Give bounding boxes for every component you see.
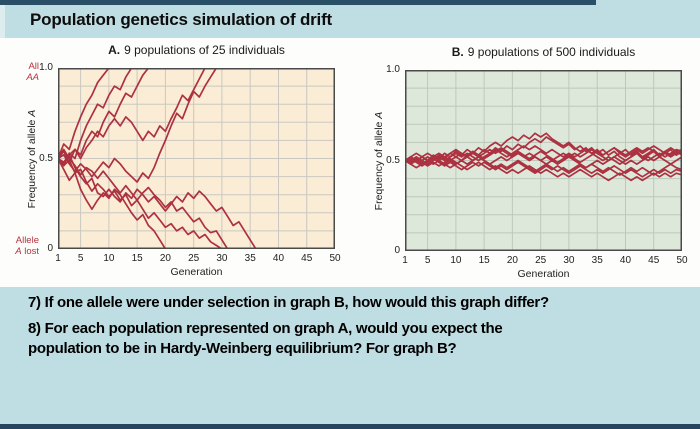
x-tick-label: 5 [424,255,431,266]
annotation-aa: AA [26,72,39,83]
x-tick-label: 40 [619,255,632,266]
y-tick-label: 0 [47,243,53,254]
annotation-lost: lost [21,246,39,257]
left-edge-highlight [0,5,5,38]
x-tick-label: 20 [506,255,518,266]
chart-a-x-axis-label: Generation [170,266,223,278]
x-tick-label: 15 [478,255,490,266]
annotation-allele: Allele [15,235,39,246]
y-tick-label: 1.0 [386,64,400,75]
figure-panel: A. 9 populations of 25 individuals Freque… [0,38,700,287]
chart-a-title: A. 9 populations of 25 individuals [38,43,355,57]
chart-b-y-axis-label: Frequency of allele A [373,111,385,210]
y-axis-label-allele: A [26,109,38,117]
x-tick-label: 45 [301,253,313,264]
chart-b-title: B. 9 populations of 500 individuals [385,45,700,59]
x-tick-label: 10 [450,255,462,266]
y-tick-label: 0.5 [39,152,53,164]
chart-a-y-axis-label: Frequency of allele A [26,109,38,208]
y-axis-label-allele: A [373,111,385,119]
annotation-allele-lost: Allele A lost [15,235,39,257]
chart-canvas [404,70,683,251]
header-band: Population genetics simulation of drift [0,0,700,38]
annotation-all-aa: All AA [26,61,39,83]
x-tick-label: 50 [329,253,341,264]
chart-b-title-text: 9 populations of 500 individuals [467,45,636,59]
x-tick-label: 15 [131,253,143,264]
x-tick-label: 25 [535,255,547,266]
x-tick-label: 1 [402,255,408,266]
x-tick-label: 20 [159,253,171,264]
annotation-a: A [15,246,22,257]
question-8-line-1: 8) For each population represented on gr… [28,320,503,337]
x-tick-label: 1 [55,253,61,264]
chart-a: A. 9 populations of 25 individuals Freque… [15,43,340,278]
x-tick-label: 30 [216,253,228,264]
x-tick-label: 30 [563,255,575,266]
question-8-line-2: population to be in Hardy-Weinberg equil… [28,340,457,357]
x-tick-label: 45 [648,255,660,266]
x-tick-label: 25 [188,253,200,264]
question-7: 7) If one allele were under selection in… [28,294,549,311]
top-border-strip [0,0,596,5]
questions-band: 7) If one allele were under selection in… [0,287,700,424]
x-tick-label: 10 [103,253,115,264]
x-tick-label: 35 [591,255,603,266]
annotation-all: All [28,61,39,72]
x-tick-label: 35 [244,253,256,264]
y-axis-label-text: Frequency of allele [26,116,38,208]
x-tick-label: 40 [272,253,285,264]
chart-b-letter: B. [451,45,464,59]
page-title: Population genetics simulation of drift [30,10,332,29]
y-tick-label: 1.0 [39,62,53,73]
chart-a-letter: A. [108,43,121,57]
chart-b-x-axis-label: Generation [517,268,570,280]
y-axis-label-text: Frequency of allele [373,118,385,210]
bottom-border-strip [0,424,700,429]
y-tick-label: 0.5 [386,154,400,166]
y-tick-label: 0 [394,245,400,256]
chart-canvas [57,67,335,250]
x-tick-label: 5 [77,253,84,264]
x-tick-label: 50 [676,255,688,266]
chart-b: B. 9 populations of 500 individuals Frequ… [373,45,688,280]
chart-a-title-text: 9 populations of 25 individuals [124,43,285,57]
